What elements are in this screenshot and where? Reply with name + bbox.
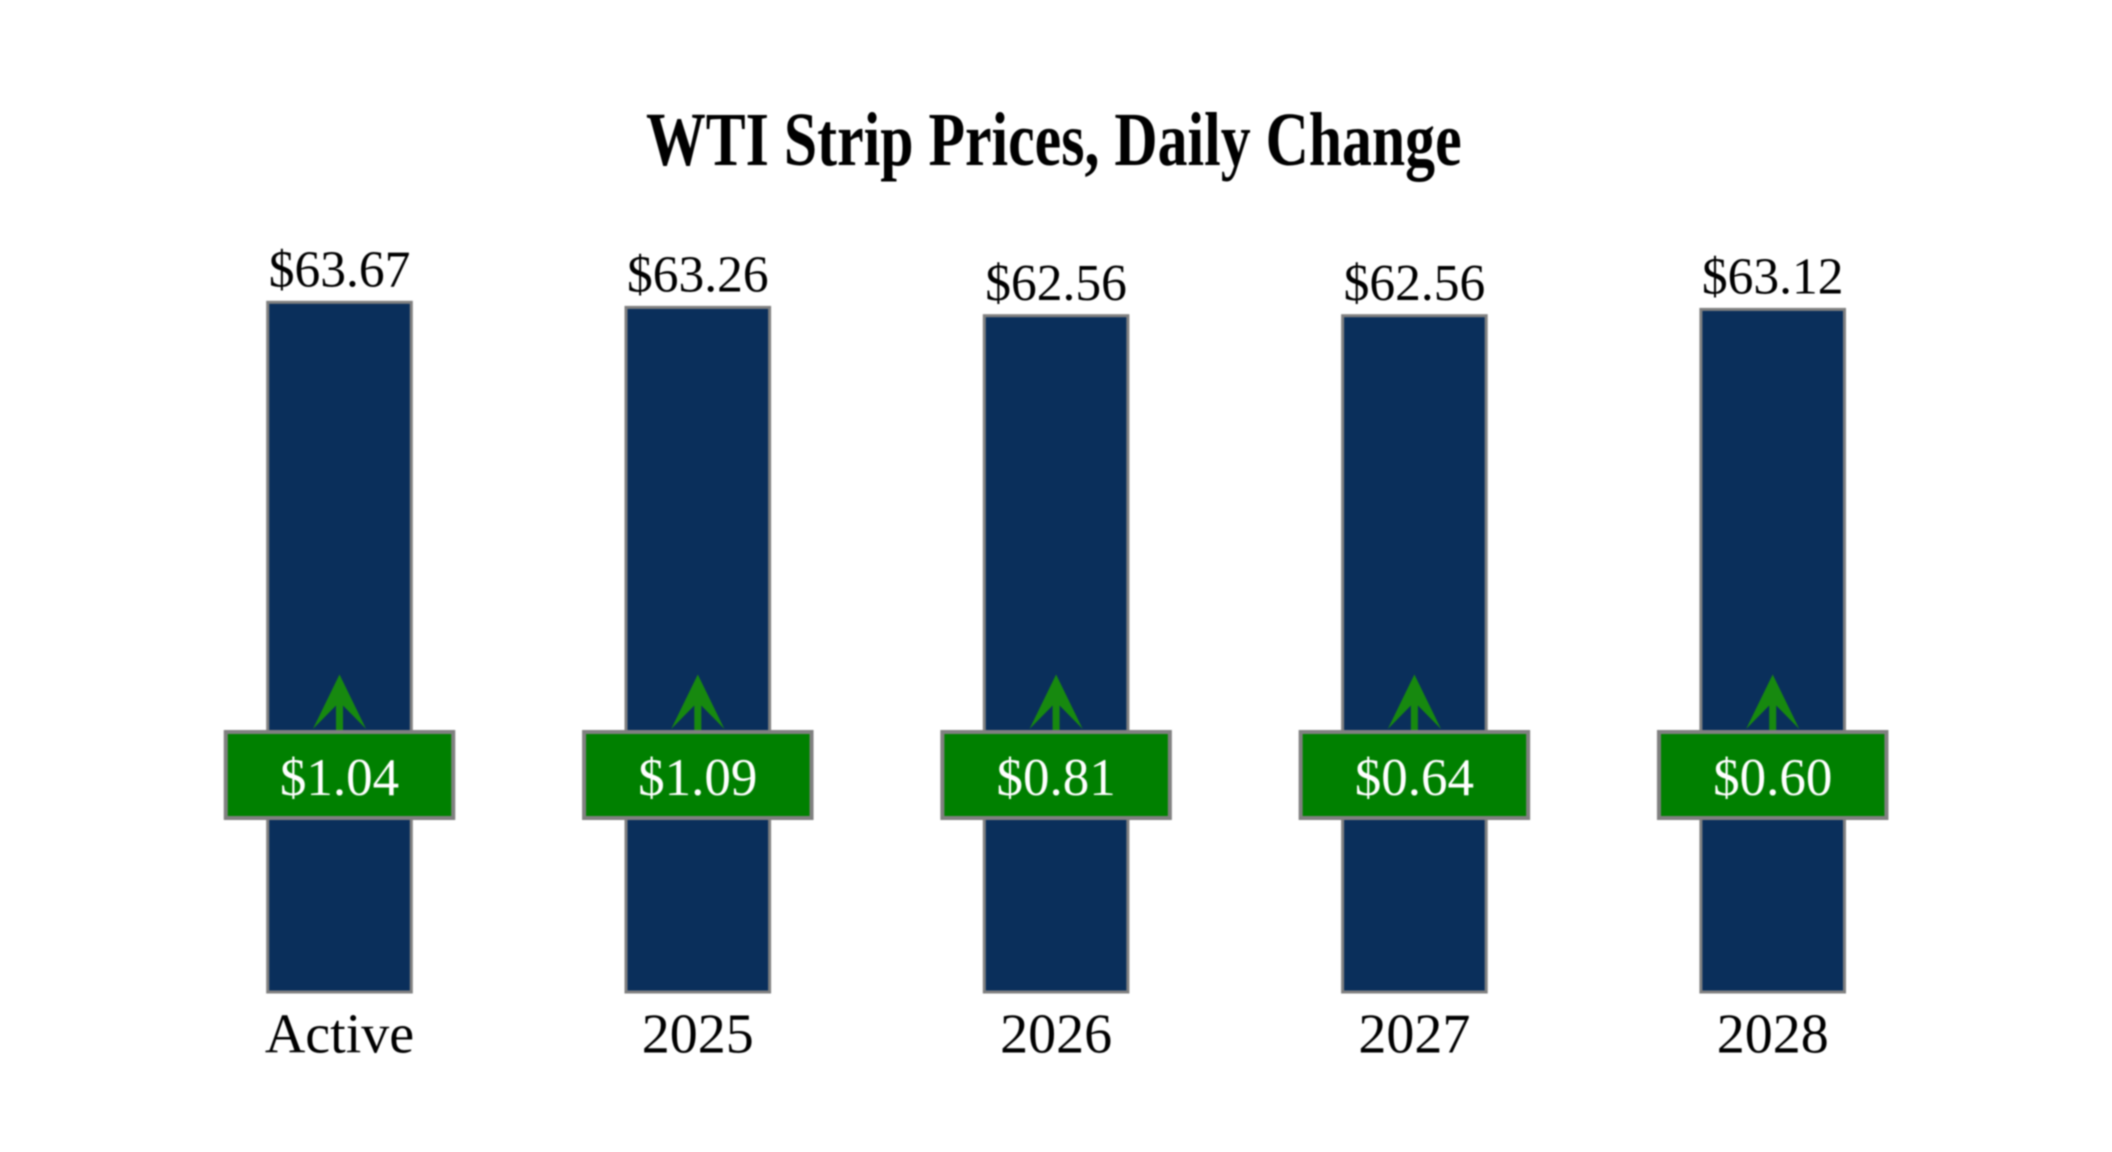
svg-text:$62.56: $62.56 xyxy=(1344,255,1486,312)
svg-text:$63.26: $63.26 xyxy=(627,247,769,304)
svg-text:$0.60: $0.60 xyxy=(1713,749,1832,807)
svg-text:$63.12: $63.12 xyxy=(1702,249,1844,306)
svg-text:$62.56: $62.56 xyxy=(985,255,1127,312)
svg-text:WTI Strip Prices, Daily Change: WTI Strip Prices, Daily Change xyxy=(646,97,1462,181)
svg-text:2025: 2025 xyxy=(642,1004,754,1066)
svg-text:2027: 2027 xyxy=(1358,1004,1470,1066)
svg-text:2026: 2026 xyxy=(1000,1004,1112,1066)
svg-text:$0.64: $0.64 xyxy=(1355,749,1474,807)
svg-text:$63.67: $63.67 xyxy=(269,241,411,298)
svg-text:$0.81: $0.81 xyxy=(996,749,1115,807)
svg-text:$1.09: $1.09 xyxy=(638,749,757,807)
svg-text:Active: Active xyxy=(265,1004,414,1066)
svg-text:$1.04: $1.04 xyxy=(280,749,399,807)
svg-text:2028: 2028 xyxy=(1717,1004,1829,1066)
